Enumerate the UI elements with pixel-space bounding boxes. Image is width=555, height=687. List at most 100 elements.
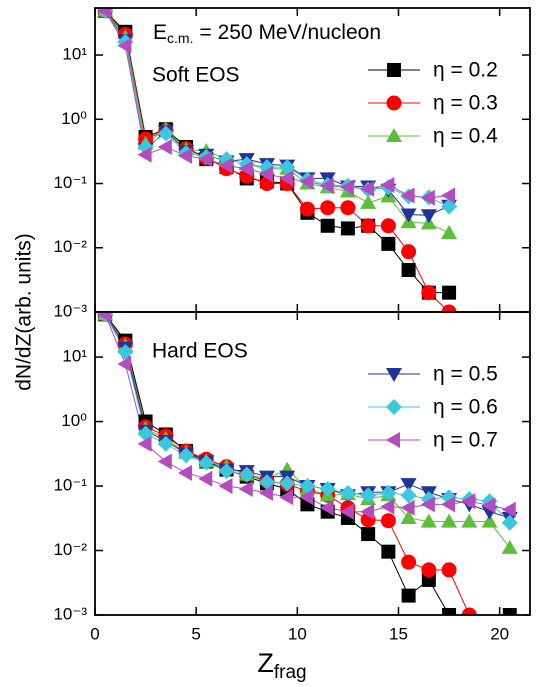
marker [380, 513, 396, 529]
legend-marker [386, 399, 402, 415]
legend-label: η = 0.4 [433, 125, 498, 148]
marker [381, 236, 396, 251]
marker [481, 497, 496, 514]
series-line [104, 10, 450, 234]
xlabel-subscript: frag [274, 662, 307, 683]
legend-label: η = 0.6 [433, 396, 498, 419]
marker [238, 480, 253, 497]
marker [299, 478, 316, 495]
marker [339, 484, 356, 501]
marker [157, 453, 172, 470]
marker [319, 480, 336, 497]
marker [420, 496, 435, 513]
x-tick-label: 15 [389, 624, 408, 643]
marker [360, 218, 376, 234]
x-axis-label: Zfrag [257, 648, 306, 683]
marker [380, 176, 395, 193]
marker [137, 435, 152, 452]
marker [299, 489, 314, 506]
marker [501, 501, 516, 518]
marker [218, 463, 235, 480]
marker [401, 244, 417, 260]
marker [461, 513, 478, 528]
marker [441, 513, 458, 528]
marker [441, 224, 458, 239]
plot-frame [94, 7, 531, 313]
marker [441, 496, 456, 513]
marker [157, 125, 174, 142]
marker [442, 285, 457, 300]
marker [178, 147, 193, 164]
marker [441, 562, 457, 578]
y-tick-label: 10⁻¹ [53, 476, 87, 495]
marker [360, 194, 377, 209]
legend-label: η = 0.5 [433, 363, 498, 386]
marker [299, 201, 315, 217]
marker [97, 8, 112, 19]
marker [198, 470, 213, 487]
marker [339, 503, 354, 520]
marker [441, 198, 458, 215]
title-subscript: c.m. [167, 30, 193, 46]
marker [441, 187, 456, 204]
legend-marker [386, 95, 402, 111]
marker [400, 208, 417, 223]
marker [198, 454, 215, 471]
panel-annotation: Hard EOS [152, 340, 248, 363]
y-tick-label: 10⁻¹ [53, 173, 87, 192]
y-tick-label: 10⁻² [53, 540, 87, 559]
marker [421, 562, 437, 578]
marker [238, 160, 253, 177]
marker [400, 499, 415, 516]
marker [420, 513, 437, 528]
legend-marker [386, 128, 402, 142]
marker [400, 509, 417, 524]
marker [279, 170, 294, 187]
marker [320, 218, 335, 233]
marker [238, 466, 255, 483]
marker [218, 478, 233, 495]
marker [502, 608, 517, 615]
marker [157, 435, 174, 452]
marker [360, 503, 375, 520]
marker [360, 487, 377, 504]
marker [360, 180, 375, 197]
title-part: E [153, 21, 167, 44]
marker [340, 221, 355, 236]
marker [380, 498, 395, 515]
marker [117, 356, 132, 373]
title-part: = 250 MeV/nucleon [199, 21, 381, 44]
legend-label: η = 0.2 [433, 59, 498, 82]
marker [319, 499, 334, 516]
marker [258, 484, 273, 501]
legend-label: η = 0.7 [433, 429, 498, 452]
marker [97, 312, 112, 323]
marker [339, 179, 354, 196]
xlabel-part: Z [257, 648, 274, 678]
series-line [104, 10, 450, 294]
y-tick-label: 10⁻² [53, 237, 87, 256]
marker [117, 37, 132, 54]
marker [421, 285, 437, 301]
marker [178, 464, 193, 481]
marker [400, 487, 417, 504]
marker [401, 554, 417, 570]
y-axis-label: dN/dZ(arb. units) [13, 233, 36, 391]
panel-title: Ec.m. = 250 MeV/nucleon [153, 21, 381, 46]
marker [258, 166, 273, 183]
marker [501, 539, 518, 554]
marker [380, 218, 396, 234]
marker [361, 527, 376, 542]
x-tick-label: 0 [90, 624, 99, 643]
marker [319, 177, 334, 194]
marker [117, 343, 134, 360]
legend-marker [387, 63, 401, 77]
marker [320, 200, 336, 216]
marker [299, 173, 314, 190]
marker [461, 607, 477, 615]
marker [218, 157, 233, 174]
marker [279, 159, 296, 176]
legend-marker [386, 432, 400, 448]
y-tick-label: 10⁻³ [53, 604, 87, 623]
